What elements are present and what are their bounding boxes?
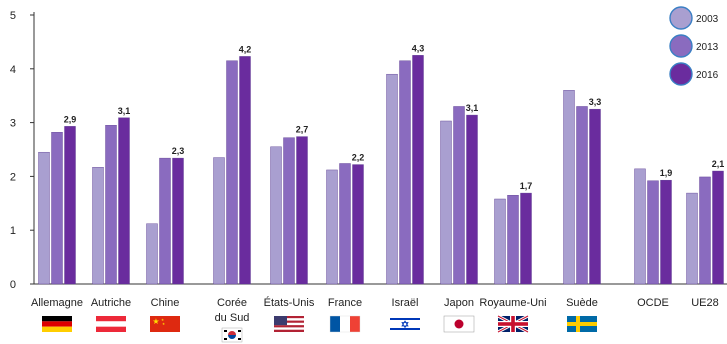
bars — [38, 55, 724, 285]
data-label: 2,2 — [352, 153, 365, 163]
legend-swatch-2013 — [669, 34, 693, 58]
bar-2016-9 — [589, 108, 601, 285]
bar-2013-2 — [159, 157, 171, 285]
category-label: UE28 — [691, 297, 719, 309]
bar-2013-1 — [105, 125, 117, 285]
bar-2013-3 — [226, 60, 238, 285]
bar-2016-3 — [239, 56, 251, 285]
category-label: Corée — [217, 297, 247, 309]
y-tick-label: 1 — [10, 225, 16, 237]
bar-2016-7 — [466, 114, 478, 285]
flag-south-korea-icon — [221, 327, 243, 343]
data-label: 1,9 — [660, 168, 673, 178]
bar-2016-11 — [712, 170, 724, 285]
bar-2003-4 — [270, 146, 282, 285]
category-label: OCDE — [637, 297, 669, 309]
data-label: 2,7 — [296, 125, 309, 135]
data-label: 4,2 — [239, 44, 252, 54]
category-label: du Sud — [215, 312, 250, 324]
data-label: 3,1 — [466, 103, 479, 113]
category-label: France — [328, 297, 362, 309]
y-tick-label: 5 — [10, 10, 16, 22]
legend-label: 2013 — [696, 42, 719, 53]
y-tick-label: 3 — [10, 118, 16, 130]
bar-2003-8 — [494, 198, 506, 285]
flag-sweden-icon — [567, 316, 597, 332]
bar-2003-0 — [38, 151, 50, 285]
flag-japan-icon — [443, 315, 475, 333]
bar-2013-7 — [453, 106, 465, 285]
y-tick-label: 4 — [10, 64, 16, 76]
category-label: États-Unis — [264, 296, 315, 309]
data-label: 2,9 — [64, 114, 77, 124]
bar-2013-0 — [51, 132, 63, 285]
bar-2013-11 — [699, 176, 711, 285]
bar-2013-8 — [507, 195, 519, 285]
svg-text:★: ★ — [152, 317, 159, 326]
data-label: 1,7 — [520, 181, 533, 191]
legend-label: 2003 — [696, 14, 719, 25]
data-label: 3,3 — [589, 97, 602, 107]
category-label: Chine — [151, 297, 180, 309]
bar-2013-10 — [647, 180, 659, 285]
legend: 2003 2013 2016 — [669, 6, 719, 86]
data-label: 2,1 — [712, 159, 725, 169]
bar-2016-0 — [64, 126, 76, 285]
y-tick-label: 0 — [10, 279, 16, 291]
category-labels: Allemagne Autriche Chine Corée du Sud États-U… — [31, 296, 719, 324]
bar-2003-11 — [686, 192, 698, 285]
bar-2016-6 — [412, 55, 424, 285]
svg-text:★: ★ — [161, 318, 165, 322]
flag-united-kingdom-icon — [497, 314, 529, 334]
bar-2016-1 — [118, 117, 130, 285]
bar-2003-10 — [634, 168, 646, 285]
flag-germany-icon — [42, 316, 72, 332]
category-label: Autriche — [91, 297, 131, 309]
bar-2003-6 — [386, 73, 398, 285]
bar-2016-8 — [520, 192, 532, 285]
bar-2016-2 — [172, 157, 184, 285]
category-label: Japon — [444, 297, 474, 309]
bar-2013-6 — [399, 60, 411, 285]
bar-2003-9 — [563, 90, 575, 285]
bar-2013-4 — [283, 137, 295, 285]
bar-2013-9 — [576, 106, 588, 285]
data-label: 4,3 — [412, 43, 425, 53]
flag-china-icon: ★ ★★ — [150, 316, 180, 332]
bar-2003-5 — [326, 169, 338, 285]
bar-2003-2 — [146, 223, 158, 285]
flags: ★ ★★ — [42, 314, 597, 343]
bar-2003-1 — [92, 167, 104, 285]
bar-2016-10 — [660, 179, 672, 285]
flag-united-states-icon — [274, 316, 304, 332]
flag-israel-icon — [390, 316, 420, 332]
flag-france-icon — [329, 315, 361, 333]
bar-2003-7 — [440, 120, 452, 285]
category-label: Suède — [566, 297, 598, 309]
legend-swatch-2016 — [669, 62, 693, 86]
bar-2013-5 — [339, 163, 351, 285]
svg-text:★: ★ — [162, 322, 166, 326]
legend-label: 2016 — [696, 70, 719, 81]
category-label: Allemagne — [31, 297, 83, 309]
bar-2016-5 — [352, 164, 364, 285]
data-label: 2,3 — [172, 146, 185, 156]
y-axis: 0 1 2 3 4 5 — [10, 10, 727, 291]
flag-austria-icon — [96, 316, 126, 332]
data-label: 3,1 — [118, 106, 131, 116]
legend-swatch-2003 — [669, 6, 693, 30]
bar-2016-4 — [296, 136, 308, 285]
data-labels: 2,9 3,1 2,3 4,2 2,7 2,2 4,3 3,1 1,7 3,3 1,9 2,1 — [64, 43, 725, 191]
y-tick-label: 2 — [10, 171, 16, 183]
bar-2003-3 — [213, 157, 225, 285]
category-label: Israël — [392, 297, 419, 309]
category-label: Royaume-Uni — [479, 297, 546, 309]
